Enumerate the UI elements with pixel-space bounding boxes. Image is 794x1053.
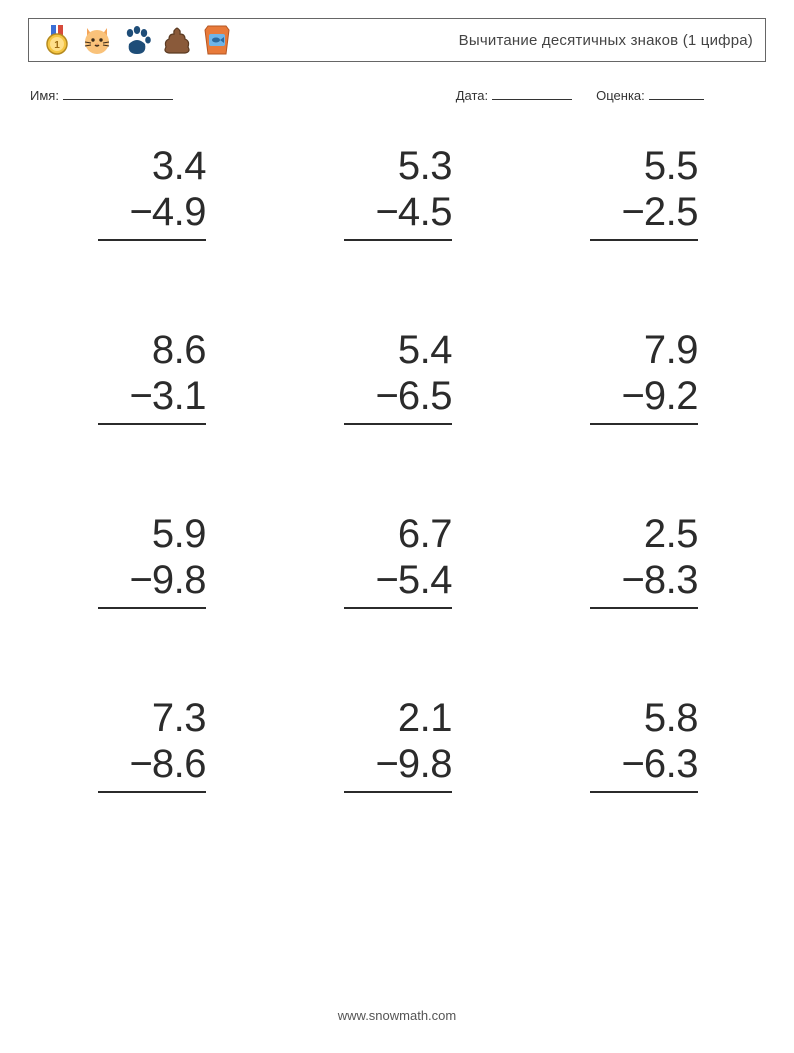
problem-7: 5.9−9.8	[68, 511, 234, 609]
minus-sign: −	[622, 374, 644, 418]
minuend: 5.8	[588, 695, 698, 741]
answer-rule	[344, 239, 452, 241]
answer-rule	[98, 791, 206, 793]
minus-sign: −	[376, 374, 398, 418]
subtrahend: −4.9	[96, 189, 206, 235]
answer-rule	[98, 607, 206, 609]
score-blank[interactable]	[649, 86, 704, 100]
problem-stack: 2.5−8.3	[588, 511, 698, 609]
minus-sign: −	[130, 374, 152, 418]
problem-stack: 5.3−4.5	[342, 143, 452, 241]
problem-stack: 5.9−9.8	[96, 511, 206, 609]
worksheet-page: 1	[0, 0, 794, 1053]
subtrahend: −9.8	[96, 557, 206, 603]
minuend: 5.3	[342, 143, 452, 189]
minus-sign: −	[376, 558, 398, 602]
name-blank[interactable]	[63, 86, 173, 100]
problem-1: 3.4−4.9	[68, 143, 234, 241]
header-icons: 1	[41, 24, 233, 56]
answer-rule	[590, 423, 698, 425]
problem-6: 7.9−9.2	[560, 327, 726, 425]
svg-text:1: 1	[54, 40, 60, 51]
fish-can-icon	[201, 24, 233, 56]
subtrahend: −6.5	[342, 373, 452, 419]
minuend: 3.4	[96, 143, 206, 189]
score-label: Оценка:	[596, 88, 645, 103]
cat-icon	[81, 24, 113, 56]
subtrahend: −4.5	[342, 189, 452, 235]
minuend: 5.4	[342, 327, 452, 373]
date-label: Дата:	[456, 88, 488, 103]
subtrahend: −2.5	[588, 189, 698, 235]
minus-sign: −	[376, 190, 398, 234]
minuend: 7.3	[96, 695, 206, 741]
medal-icon: 1	[41, 24, 73, 56]
footer-url: www.snowmath.com	[0, 1008, 794, 1023]
problem-11: 2.1−9.8	[314, 695, 480, 793]
date-blank[interactable]	[492, 86, 572, 100]
problem-10: 7.3−8.6	[68, 695, 234, 793]
problem-stack: 5.8−6.3	[588, 695, 698, 793]
problem-stack: 7.9−9.2	[588, 327, 698, 425]
problem-12: 5.8−6.3	[560, 695, 726, 793]
minus-sign: −	[130, 558, 152, 602]
name-label: Имя:	[30, 88, 59, 103]
problem-8: 6.7−5.4	[314, 511, 480, 609]
problem-stack: 3.4−4.9	[96, 143, 206, 241]
problem-stack: 2.1−9.8	[342, 695, 452, 793]
meta-row: Имя: Дата: Оценка:	[28, 86, 766, 103]
minus-sign: −	[130, 742, 152, 786]
answer-rule	[590, 607, 698, 609]
minuend: 8.6	[96, 327, 206, 373]
paw-icon	[121, 24, 153, 56]
minus-sign: −	[130, 190, 152, 234]
problem-4: 8.6−3.1	[68, 327, 234, 425]
pile-icon	[161, 24, 193, 56]
answer-rule	[590, 239, 698, 241]
problem-9: 2.5−8.3	[560, 511, 726, 609]
problem-2: 5.3−4.5	[314, 143, 480, 241]
problem-stack: 8.6−3.1	[96, 327, 206, 425]
subtrahend: −6.3	[588, 741, 698, 787]
answer-rule	[98, 423, 206, 425]
problem-stack: 5.5−2.5	[588, 143, 698, 241]
minuend: 6.7	[342, 511, 452, 557]
subtrahend: −5.4	[342, 557, 452, 603]
minuend: 2.5	[588, 511, 698, 557]
minuend: 7.9	[588, 327, 698, 373]
problem-5: 5.4−6.5	[314, 327, 480, 425]
subtrahend: −9.2	[588, 373, 698, 419]
minuend: 5.5	[588, 143, 698, 189]
subtrahend: −8.6	[96, 741, 206, 787]
minuend: 5.9	[96, 511, 206, 557]
header-box: 1	[28, 18, 766, 62]
minus-sign: −	[622, 558, 644, 602]
subtrahend: −8.3	[588, 557, 698, 603]
problem-stack: 6.7−5.4	[342, 511, 452, 609]
answer-rule	[344, 791, 452, 793]
minus-sign: −	[622, 190, 644, 234]
problem-3: 5.5−2.5	[560, 143, 726, 241]
subtrahend: −9.8	[342, 741, 452, 787]
worksheet-title: Вычитание десятичных знаков (1 цифра)	[459, 32, 753, 49]
problem-stack: 5.4−6.5	[342, 327, 452, 425]
minus-sign: −	[622, 742, 644, 786]
subtrahend: −3.1	[96, 373, 206, 419]
answer-rule	[344, 423, 452, 425]
problems-grid: 3.4−4.95.3−4.55.5−2.58.6−3.15.4−6.57.9−9…	[28, 143, 766, 793]
minuend: 2.1	[342, 695, 452, 741]
problem-stack: 7.3−8.6	[96, 695, 206, 793]
answer-rule	[344, 607, 452, 609]
answer-rule	[98, 239, 206, 241]
answer-rule	[590, 791, 698, 793]
minus-sign: −	[376, 742, 398, 786]
